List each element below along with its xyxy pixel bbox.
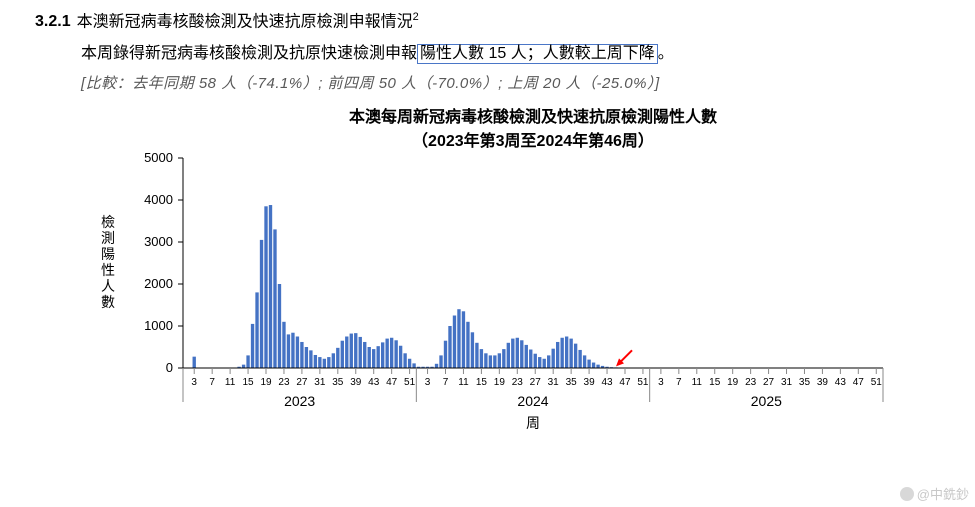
svg-text:43: 43 bbox=[368, 377, 380, 388]
comparison-line: [比較：去年同期 58 人（-74.1%）; 前四周 50 人（-70.0%）;… bbox=[81, 70, 940, 99]
svg-text:11: 11 bbox=[224, 377, 235, 388]
svg-text:周: 周 bbox=[526, 415, 540, 431]
svg-text:11: 11 bbox=[458, 377, 469, 388]
summary-pre: 本周錄得新冠病毒核酸檢測及抗原快速檢測申報 bbox=[81, 45, 417, 62]
svg-text:2024: 2024 bbox=[517, 393, 548, 409]
summary-post: 。 bbox=[658, 45, 674, 62]
svg-text:23: 23 bbox=[278, 377, 290, 388]
summary-paragraph: 本周錄得新冠病毒核酸檢測及抗原快速檢測申報陽性人數 15 人；人數較上周下降。 bbox=[81, 39, 940, 69]
watermark-text: @中銑鈔 bbox=[917, 484, 969, 503]
svg-text:19: 19 bbox=[260, 377, 272, 388]
svg-text:3000: 3000 bbox=[144, 234, 173, 249]
svg-text:35: 35 bbox=[798, 377, 810, 388]
svg-text:2000: 2000 bbox=[144, 276, 173, 291]
svg-text:19: 19 bbox=[727, 377, 739, 388]
section-title: 本澳新冠病毒核酸檢測及快速抗原檢測申報情況 bbox=[77, 13, 413, 30]
section-footnote-ref: 2 bbox=[413, 11, 419, 23]
svg-text:51: 51 bbox=[404, 377, 416, 388]
svg-text:15: 15 bbox=[475, 377, 487, 388]
svg-text:15: 15 bbox=[242, 377, 254, 388]
svg-text:27: 27 bbox=[296, 377, 308, 388]
svg-text:39: 39 bbox=[816, 377, 828, 388]
svg-text:7: 7 bbox=[676, 377, 682, 388]
svg-text:43: 43 bbox=[834, 377, 846, 388]
svg-text:本澳每周新冠病毒核酸檢測及快速抗原檢測陽性人數: 本澳每周新冠病毒核酸檢測及快速抗原檢測陽性人數 bbox=[348, 107, 716, 126]
svg-text:1000: 1000 bbox=[144, 318, 173, 333]
svg-text:7: 7 bbox=[209, 377, 215, 388]
svg-text:4000: 4000 bbox=[144, 192, 173, 207]
svg-text:27: 27 bbox=[529, 377, 541, 388]
highlighted-finding: 陽性人數 15 人；人數較上周下降 bbox=[417, 44, 658, 64]
svg-text:15: 15 bbox=[709, 377, 721, 388]
svg-text:39: 39 bbox=[350, 377, 362, 388]
svg-text:31: 31 bbox=[547, 377, 559, 388]
svg-text:3: 3 bbox=[191, 377, 197, 388]
weibo-icon bbox=[900, 487, 914, 501]
svg-text:47: 47 bbox=[852, 377, 864, 388]
svg-text:23: 23 bbox=[511, 377, 523, 388]
watermark: @中銑鈔 bbox=[900, 484, 969, 503]
svg-text:檢: 檢 bbox=[101, 214, 115, 230]
svg-text:數: 數 bbox=[101, 294, 115, 310]
section-heading: 3.2.1 本澳新冠病毒核酸檢測及快速抗原檢測申報情況2 bbox=[35, 8, 940, 37]
svg-text:性: 性 bbox=[101, 262, 115, 278]
svg-text:人: 人 bbox=[101, 278, 115, 294]
svg-text:3: 3 bbox=[424, 377, 430, 388]
svg-text:5000: 5000 bbox=[144, 150, 173, 165]
svg-text:47: 47 bbox=[386, 377, 398, 388]
svg-text:陽: 陽 bbox=[101, 246, 115, 262]
svg-text:47: 47 bbox=[619, 377, 631, 388]
svg-text:19: 19 bbox=[493, 377, 505, 388]
svg-text:31: 31 bbox=[780, 377, 792, 388]
section-number: 3.2.1 bbox=[35, 13, 71, 30]
svg-text:39: 39 bbox=[583, 377, 595, 388]
svg-text:3: 3 bbox=[658, 377, 664, 388]
svg-text:35: 35 bbox=[565, 377, 577, 388]
svg-text:35: 35 bbox=[332, 377, 344, 388]
svg-text:11: 11 bbox=[691, 377, 702, 388]
svg-text:31: 31 bbox=[314, 377, 326, 388]
svg-text:27: 27 bbox=[763, 377, 775, 388]
svg-text:51: 51 bbox=[637, 377, 649, 388]
svg-text:2023: 2023 bbox=[284, 393, 315, 409]
chart-svg: 本澳每周新冠病毒核酸檢測及快速抗原檢測陽性人數 （2023年第3周至2024年第4… bbox=[78, 102, 898, 457]
svg-text:7: 7 bbox=[442, 377, 448, 388]
svg-text:43: 43 bbox=[601, 377, 613, 388]
svg-text:23: 23 bbox=[745, 377, 757, 388]
svg-text:0: 0 bbox=[165, 360, 172, 375]
weekly-positive-chart: 本澳每周新冠病毒核酸檢測及快速抗原檢測陽性人數 （2023年第3周至2024年第4… bbox=[78, 102, 898, 457]
svg-text:2025: 2025 bbox=[750, 393, 781, 409]
svg-text:（2023年第3周至2024年第46周）: （2023年第3周至2024年第46周） bbox=[412, 131, 654, 150]
svg-text:51: 51 bbox=[870, 377, 882, 388]
svg-text:測: 測 bbox=[101, 230, 115, 246]
